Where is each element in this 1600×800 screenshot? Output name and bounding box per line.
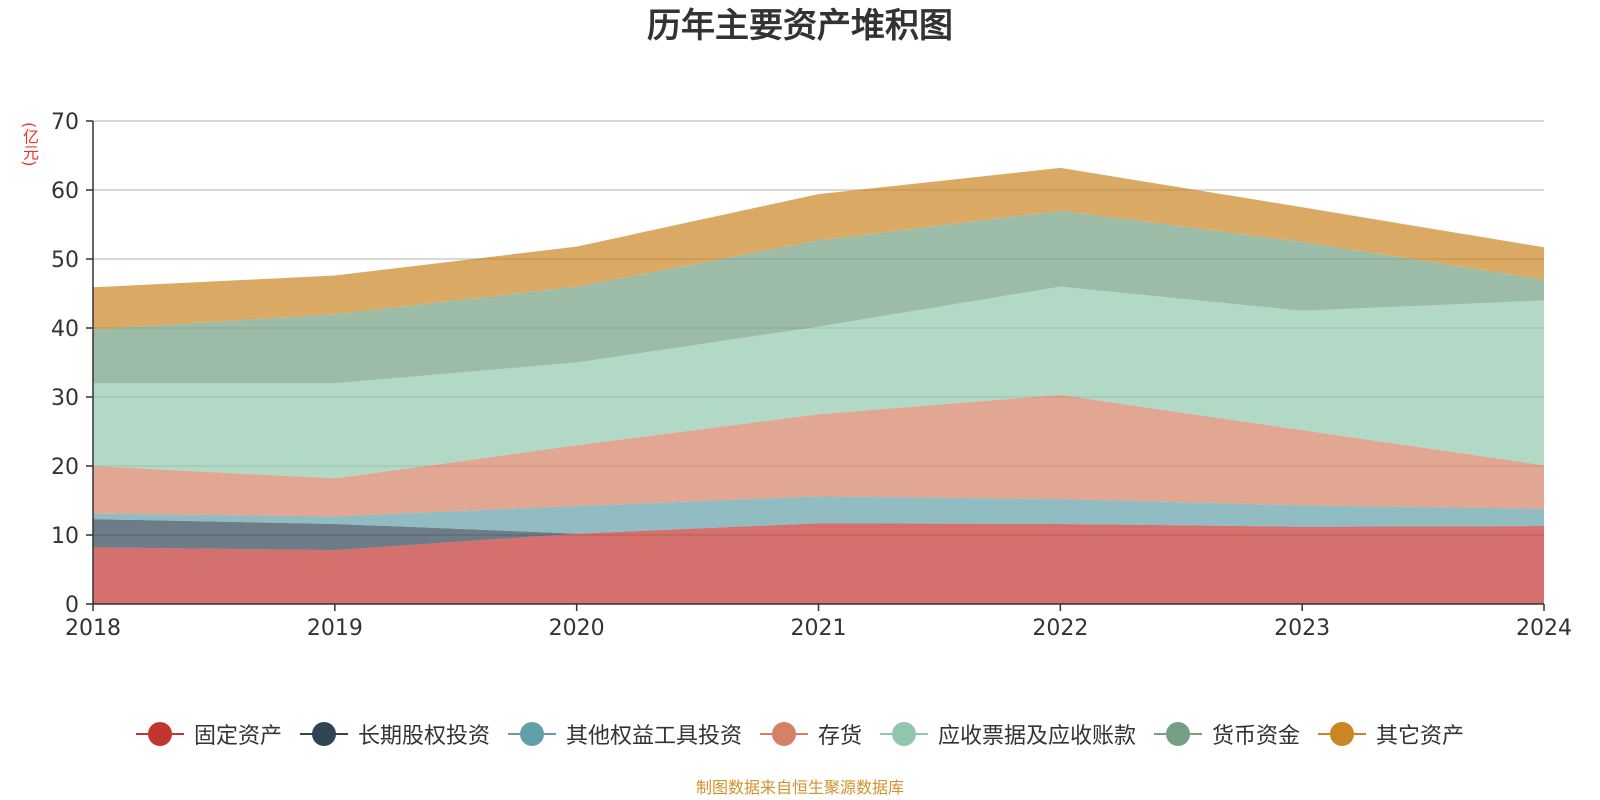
legend: 固定资产 长期股权投资 其他权益工具投资 存货 应收票据及应收账款 货币资金 其它资产: [0, 718, 1600, 750]
legend-marker-icon: [135, 722, 184, 746]
x-tick-label: 2023: [1274, 616, 1330, 641]
y-tick-label: 50: [51, 248, 79, 273]
y-tick-label: 70: [51, 110, 79, 135]
data-source-note: 制图数据来自恒生聚源数据库: [695, 778, 904, 797]
legend-marker-icon: [507, 722, 556, 746]
area-series-layer: [93, 167, 1544, 604]
chart-title: 历年主要资产堆积图: [647, 6, 953, 46]
y-tick-label: 60: [51, 179, 79, 204]
legend-marker-icon: [1154, 722, 1203, 746]
legend-label: 存货: [817, 724, 862, 749]
legend-marker-icon: [880, 722, 928, 746]
area-series-1: [93, 523, 1544, 604]
area-series-5: [93, 286, 1544, 479]
stacked-area-chart: 0 10 20 30 40 50 60 70 2018 2019 2020 2021 2022 2023 2…: [51, 110, 1572, 641]
legend-item-4[interactable]: 存货: [759, 718, 862, 750]
area-series-7: [93, 167, 1544, 330]
legend-label: 其它资产: [1376, 724, 1465, 749]
x-tick-label: 2018: [65, 616, 121, 641]
y-tick-label: 0: [65, 593, 79, 618]
x-tick-label: 2024: [1516, 616, 1572, 641]
legend-item-3[interactable]: 其他权益工具投资: [507, 718, 742, 750]
legend-label: 固定资产: [193, 724, 282, 749]
y-tick-label: 40: [51, 317, 79, 342]
legend-item-5[interactable]: 应收票据及应收账款: [880, 718, 1136, 750]
legend-item-1[interactable]: 固定资产: [135, 718, 282, 750]
legend-label: 货币资金: [1212, 724, 1301, 749]
area-series-6: [93, 210, 1544, 384]
area-series-2: [93, 519, 1544, 551]
legend-marker-icon: [1318, 722, 1367, 746]
area-series-3: [93, 496, 1544, 534]
x-tick-label: 2021: [791, 616, 847, 641]
y-axis-unit-label: (亿元): [20, 122, 39, 167]
y-tick-label: 10: [51, 524, 79, 549]
y-tick-label: 20: [51, 455, 79, 480]
legend-label: 应收票据及应收账款: [938, 724, 1137, 749]
legend-label: 长期股权投资: [357, 724, 490, 749]
x-tick-label: 2020: [549, 616, 605, 641]
legend-label: 其他权益工具投资: [565, 724, 742, 749]
legend-marker-icon: [759, 722, 808, 746]
legend-item-6[interactable]: 货币资金: [1154, 718, 1300, 750]
x-tick-label: 2019: [307, 616, 363, 641]
x-tick-label: 2022: [1032, 616, 1088, 641]
legend-marker-icon: [299, 722, 348, 746]
axes: 0 10 20 30 40 50 60 70 2018 2019 2020 2021 2022 2023 2…: [51, 110, 1572, 641]
area-series-4: [93, 394, 1544, 517]
legend-item-7[interactable]: 其它资产: [1318, 718, 1464, 750]
y-tick-label: 30: [51, 386, 79, 411]
legend-item-2[interactable]: 长期股权投资: [299, 718, 490, 750]
